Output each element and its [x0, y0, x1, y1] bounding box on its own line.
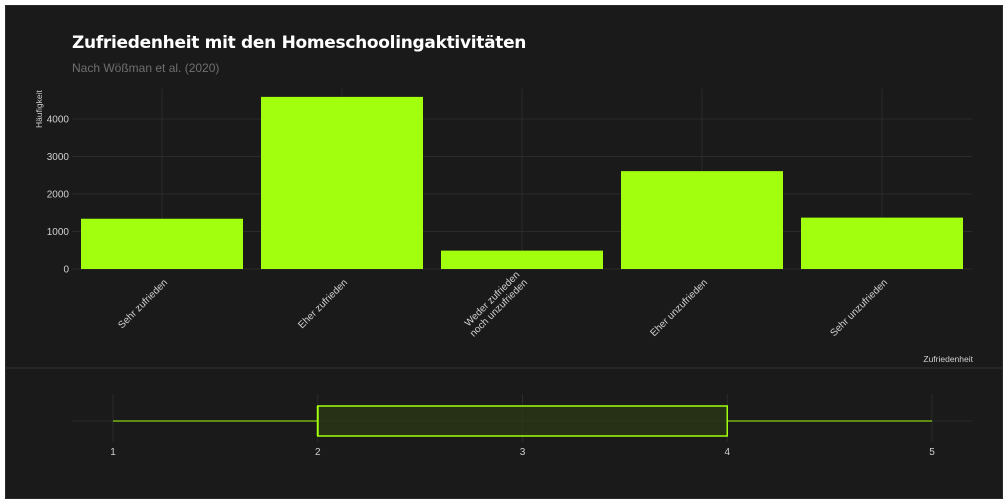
- x-tick-label: Sehr zufrieden: [116, 277, 170, 331]
- x-tick-label: Eher zufrieden: [296, 277, 350, 331]
- y-tick-label: 3000: [47, 152, 70, 163]
- chart-subtitle: Nach Wößman et al. (2020): [72, 61, 220, 75]
- x-axis-label: Zufriedenheit: [923, 354, 973, 364]
- chart-canvas: Häufigkeit Zufriedenheit 0 1000 2000 3000 40…: [6, 89, 1002, 458]
- y-tick-label: 2000: [47, 190, 70, 201]
- bar: [441, 250, 603, 269]
- box-x-tick-label: 5: [929, 447, 935, 458]
- box-x-tick-label: 3: [520, 447, 526, 458]
- x-tick-label: Weder zufriedennoch unzufrieden: [460, 270, 530, 340]
- x-tick-label: Eher unzufrieden: [648, 277, 710, 339]
- y-tick-label: 4000: [47, 115, 70, 126]
- box-iqr: [317, 405, 728, 437]
- x-tick-label: Sehr unzufrieden: [828, 277, 890, 339]
- y-tick-label: 0: [63, 265, 69, 276]
- bar: [801, 217, 963, 269]
- box-x-tick-label: 2: [315, 447, 321, 458]
- box-x-tick-label: 4: [724, 447, 730, 458]
- bar: [81, 218, 243, 269]
- y-axis-label: Häufigkeit: [34, 90, 44, 128]
- chart-frame: Zufriedenheit mit den Homeschoolingaktiv…: [5, 5, 1003, 499]
- bar: [621, 171, 783, 269]
- chart-title: Zufriedenheit mit den Homeschoolingaktiv…: [72, 33, 527, 53]
- y-tick-label: 1000: [47, 227, 70, 238]
- bar: [261, 96, 423, 269]
- box-x-tick-label: 1: [110, 447, 116, 458]
